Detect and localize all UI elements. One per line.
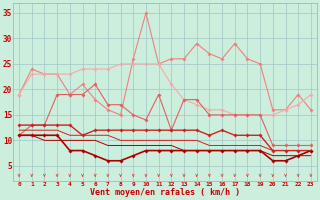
X-axis label: Vent moyen/en rafales ( km/h ): Vent moyen/en rafales ( km/h ) (90, 188, 240, 197)
